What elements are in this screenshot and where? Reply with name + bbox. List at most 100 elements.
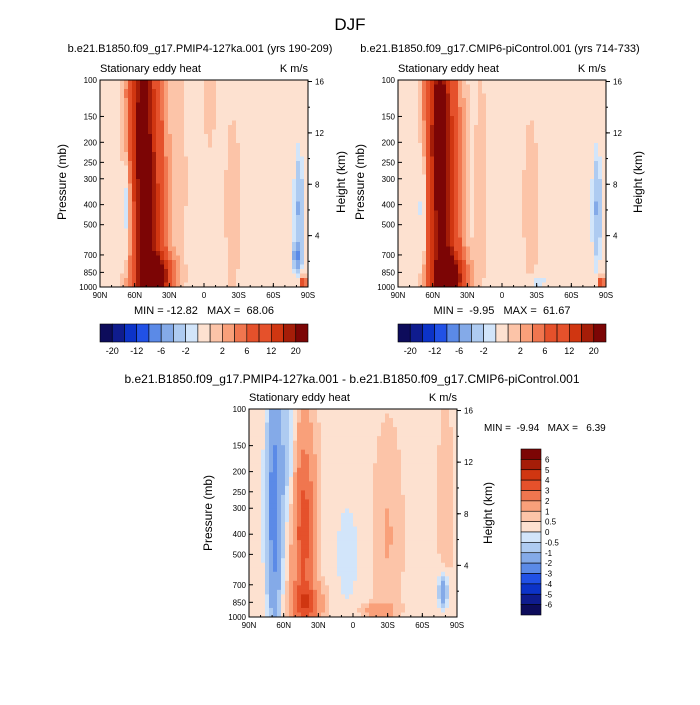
field-cell <box>462 179 466 184</box>
field-cell <box>116 215 120 220</box>
field-cell <box>240 112 244 117</box>
field-cell <box>578 202 582 207</box>
field-cell <box>426 161 430 166</box>
field-cell <box>144 188 148 193</box>
field-cell <box>450 125 454 130</box>
field-cell <box>192 233 196 238</box>
field-cell <box>216 175 220 180</box>
field-cell <box>188 265 192 270</box>
field-cell <box>406 139 410 144</box>
field-cell <box>292 103 296 108</box>
field-cell <box>474 265 478 270</box>
field-cell <box>112 175 116 180</box>
field-cell <box>506 112 510 117</box>
field-cell <box>558 242 562 247</box>
field-cell <box>534 175 538 180</box>
field-cell <box>598 206 602 211</box>
field-cell <box>486 148 490 153</box>
field-cell <box>534 166 538 171</box>
field-cell <box>478 152 482 157</box>
field-cell <box>502 206 506 211</box>
field-cell <box>482 112 486 117</box>
field-cell <box>482 197 486 202</box>
field-cell <box>518 143 522 148</box>
field-cell <box>220 112 224 117</box>
field-cell <box>116 251 120 256</box>
field-cell <box>208 152 212 157</box>
field-cell <box>542 233 546 238</box>
field-cell <box>494 233 498 238</box>
field-cell <box>168 143 172 148</box>
field-cell <box>430 206 434 211</box>
field-cell <box>276 256 280 261</box>
field-cell <box>442 134 446 139</box>
field-cell <box>256 152 260 157</box>
field-cell <box>470 188 474 193</box>
field-cell <box>418 152 422 157</box>
field-cell <box>578 184 582 189</box>
field-cell <box>458 224 462 229</box>
field-cell <box>268 152 272 157</box>
field-cell <box>188 112 192 117</box>
field-cell <box>160 193 164 198</box>
field-cell <box>200 274 204 279</box>
field-cell <box>152 116 156 121</box>
field-cell <box>418 211 422 216</box>
field-cell <box>136 148 140 153</box>
field-cell <box>570 260 574 265</box>
field-cell <box>244 229 248 234</box>
field-cell <box>240 224 244 229</box>
field-cell <box>570 143 574 148</box>
field-cell <box>458 220 462 225</box>
field-cell <box>574 247 578 252</box>
field-cell <box>538 175 542 180</box>
field-cell <box>176 206 180 211</box>
field-cell <box>120 107 124 112</box>
field-cell <box>466 233 470 238</box>
field-cell <box>474 116 478 121</box>
field-cell <box>272 130 276 135</box>
field-cell <box>300 148 304 153</box>
field-cell <box>554 85 558 90</box>
field-cell <box>490 224 494 229</box>
field-cell <box>128 188 132 193</box>
field-cell <box>236 89 240 94</box>
field-cell <box>542 152 546 157</box>
x-tick-label: 0 <box>500 291 505 300</box>
field-cell <box>212 139 216 144</box>
field-cell <box>136 265 140 270</box>
field-cell <box>450 107 454 112</box>
field-cell <box>534 139 538 144</box>
field-cell <box>268 89 272 94</box>
field-cell <box>148 148 152 153</box>
field-cell <box>522 251 526 256</box>
field-cell <box>172 202 176 207</box>
field-cell <box>120 89 124 94</box>
field-cell <box>172 265 176 270</box>
field-cell <box>268 125 272 130</box>
field-cell <box>430 139 434 144</box>
field-cell <box>292 85 296 90</box>
field-cell <box>248 152 252 157</box>
field-cell <box>196 130 200 135</box>
field-cell <box>232 197 236 202</box>
field-cell <box>538 170 542 175</box>
field-cell <box>300 265 304 270</box>
field-cell <box>518 107 522 112</box>
field-cell <box>200 229 204 234</box>
field-cell <box>530 175 534 180</box>
field-cell <box>140 269 144 274</box>
field-cell <box>598 148 602 153</box>
field-cell <box>152 251 156 256</box>
field-cell <box>406 188 410 193</box>
field-cell <box>566 229 570 234</box>
field-cell <box>204 121 208 126</box>
field-cell <box>232 121 236 126</box>
field-cell <box>486 121 490 126</box>
field-cell <box>268 206 272 211</box>
field-cell <box>264 256 268 261</box>
field-cell <box>598 121 602 126</box>
field-cell <box>232 170 236 175</box>
field-cell <box>486 256 490 261</box>
field-cell <box>458 251 462 256</box>
